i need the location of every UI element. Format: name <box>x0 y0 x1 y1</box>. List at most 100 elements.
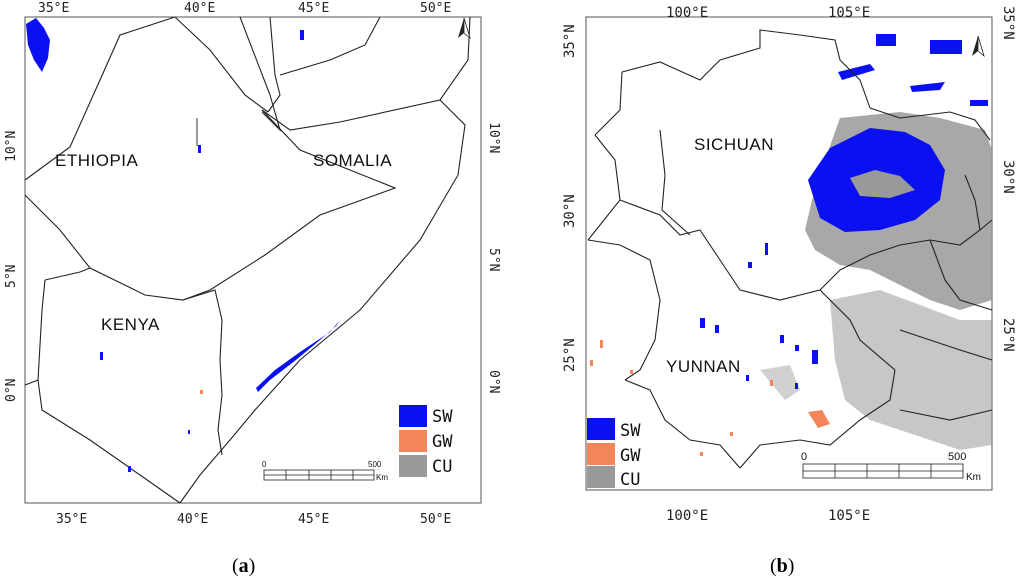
legend-swatch-sw <box>587 418 615 440</box>
lon-tick-top: 105°E <box>828 5 870 21</box>
cu-patch <box>850 170 915 198</box>
scale-start: 0 <box>262 460 267 469</box>
lat-tick-left: 35°N <box>562 24 578 58</box>
cu-patch <box>196 118 198 146</box>
lon-tick-bottom: 45°E <box>298 512 329 527</box>
panel-b-legend: SW GW CU <box>587 418 641 490</box>
border-somalia-coast <box>179 99 466 504</box>
sw-patch <box>970 100 988 106</box>
lon-tick-top: 45°E <box>298 1 329 16</box>
north-arrow-icon <box>972 35 985 58</box>
border-kenya-west <box>37 279 181 504</box>
panel-a-borders <box>24 16 471 504</box>
lat-tick-left: 5°N <box>4 265 19 288</box>
legend-label-cu: CU <box>432 457 452 477</box>
region-label-sichuan: SICHUAN <box>694 135 774 154</box>
legend-label-sw: SW <box>620 421 641 441</box>
lon-tick-bottom: 100°E <box>666 508 708 524</box>
legend-swatch-gw <box>399 430 427 452</box>
panel-label-a: (a) <box>232 555 255 577</box>
legend-swatch-gw <box>587 443 615 465</box>
border-djibouti <box>239 16 282 132</box>
sw-patch <box>780 335 784 343</box>
border-hubei <box>964 174 981 231</box>
border-sichuan-south <box>619 199 841 301</box>
border-red-sea <box>279 16 381 76</box>
sw-patch <box>256 320 340 392</box>
sw-patch <box>930 40 962 54</box>
border-yunnan-southeast <box>739 369 896 469</box>
sw-patch <box>838 64 875 80</box>
region-label-kenya: KENYA <box>101 315 160 334</box>
panel-b-map: SICHUAN YUNNAN SW GW CU 0 500 Km <box>562 5 1016 577</box>
gw-patch <box>590 360 593 366</box>
gw-patch <box>600 340 603 348</box>
sw-patch <box>26 18 50 72</box>
lat-tick-left: 30°N <box>562 194 578 228</box>
lat-tick-right: 35°N <box>1000 6 1016 40</box>
lon-tick-bottom: 40°E <box>177 512 208 527</box>
border-uganda <box>24 379 39 386</box>
panel-b-scale-bar: 0 500 Km <box>801 451 981 483</box>
north-arrow-icon <box>458 17 471 40</box>
sw-patch <box>188 430 190 434</box>
sw-patch <box>700 318 705 328</box>
sw-patch <box>198 145 201 153</box>
sw-patch <box>812 350 818 364</box>
border-guangxi <box>899 409 993 421</box>
sw-patch <box>715 325 719 333</box>
border-kenya-somalia <box>182 289 223 456</box>
gw-patch <box>730 432 733 436</box>
panel-a-surface-water <box>26 18 340 472</box>
panel-a-scale-bar: 0 500 Km <box>262 460 388 482</box>
sw-patch <box>748 262 752 268</box>
region-label-ethiopia: ETHIOPIA <box>55 151 139 170</box>
sw-patch <box>910 82 945 92</box>
panel-b-surface-water <box>700 34 988 389</box>
legend-label-gw: GW <box>620 446 641 466</box>
lat-tick-right: 10°N <box>486 122 501 153</box>
lat-tick-left: 10°N <box>4 131 19 162</box>
cu-patch <box>830 290 992 450</box>
lat-tick-right: 30°N <box>1000 160 1016 194</box>
scale-end: 500 <box>948 451 966 463</box>
lon-tick-top: 40°E <box>184 1 215 16</box>
border-hunan <box>929 239 993 311</box>
border-ethiopia-northwest <box>24 16 176 181</box>
lat-tick-right: 0°N <box>486 370 501 393</box>
legend-label-sw: SW <box>432 407 453 427</box>
border-guizhou <box>899 329 993 361</box>
sw-patch <box>765 243 768 255</box>
legend-swatch-cu <box>587 466 615 488</box>
gw-patch <box>630 370 633 374</box>
lat-tick-left: 25°N <box>562 338 578 372</box>
cu-patch <box>760 365 800 400</box>
lon-tick-top: 100°E <box>666 5 708 21</box>
sw-patch <box>128 466 131 472</box>
lon-tick-bottom: 105°E <box>828 508 870 524</box>
gw-patch <box>200 390 203 394</box>
legend-label-cu: CU <box>620 470 640 490</box>
sw-patch <box>300 30 304 40</box>
legend-swatch-cu <box>399 455 427 477</box>
border-ethiopia-south <box>24 109 397 301</box>
panel-b-borders <box>587 29 993 469</box>
border-inner-sichuan <box>659 129 691 236</box>
panel-a-groundwater <box>200 390 203 394</box>
border-eritrea <box>267 16 281 113</box>
panel-label-b: (b) <box>770 555 794 577</box>
gw-patch <box>700 452 703 456</box>
sw-patch <box>795 383 798 389</box>
border-sichuan-north <box>594 29 871 136</box>
lon-tick-top: 35°E <box>38 1 69 16</box>
border-yunnan-east <box>819 289 896 371</box>
sw-patch <box>746 375 749 381</box>
panel-a-conjunctive-use <box>196 118 198 146</box>
border-somaliland <box>261 16 471 131</box>
border-kenya-north <box>44 267 91 281</box>
border-sichuan-northeast <box>869 107 991 141</box>
border-yunnan-west <box>587 239 661 381</box>
legend-label-gw: GW <box>432 432 453 452</box>
sw-patch <box>876 34 896 46</box>
